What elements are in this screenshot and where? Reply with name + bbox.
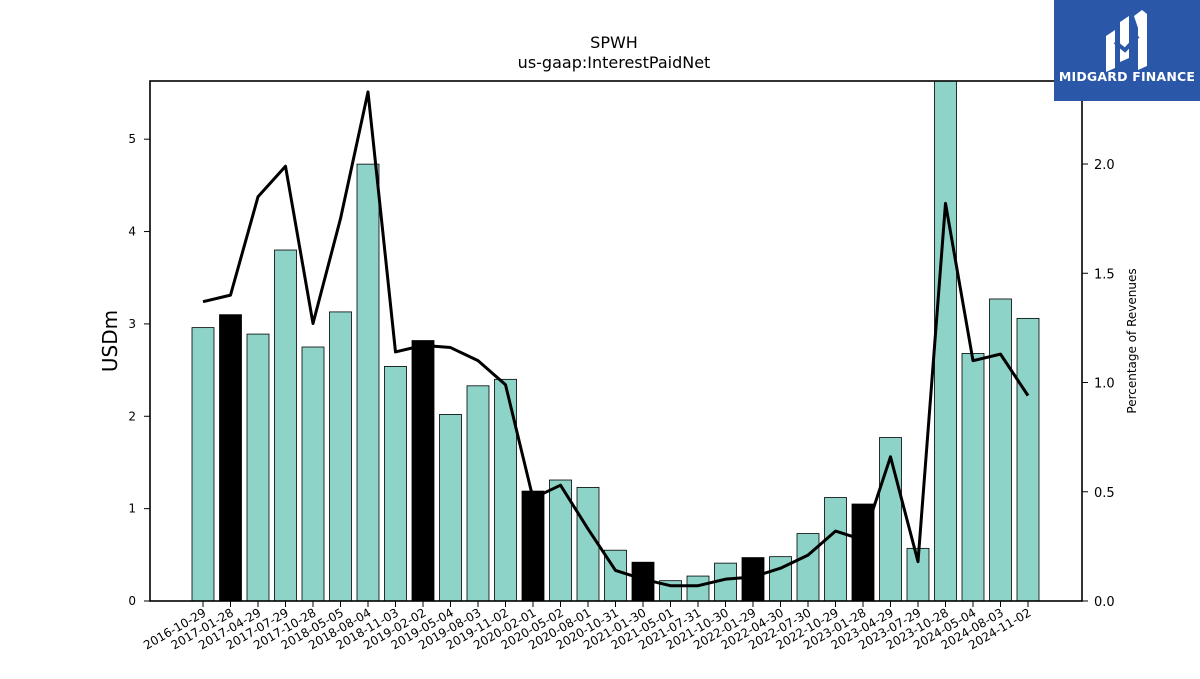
y2-tick-label: 2.0 (1094, 158, 1115, 173)
bar (439, 414, 462, 602)
bar (411, 340, 435, 602)
y-axis-label: USDm (98, 310, 122, 372)
y-tick-label: 3 (128, 317, 136, 331)
brand-logo: MIDGARD FINANCE (1054, 0, 1200, 101)
bar (989, 298, 1012, 602)
logo-text: MIDGARD FINANCE (1058, 69, 1196, 84)
bar (301, 346, 325, 602)
bar (329, 311, 352, 602)
bar (274, 249, 297, 602)
y-tick-label: 4 (128, 225, 136, 239)
bar (741, 557, 765, 602)
series-line (202, 90, 1030, 588)
y2-tick-label: 0.0 (1094, 595, 1115, 610)
bar (356, 163, 380, 602)
y-tick-label: 0 (128, 594, 136, 608)
chart-subtitle: us-gaap:InterestPaidNet (518, 53, 711, 72)
y2-tick-label: 1.0 (1094, 377, 1115, 392)
bar (521, 490, 545, 602)
chart-title: SPWH (590, 33, 638, 52)
bar (191, 327, 215, 602)
bar (961, 353, 985, 602)
bar (824, 497, 847, 602)
y-tick-label: 1 (128, 502, 136, 516)
y-tick-label: 2 (128, 409, 136, 423)
bar (1016, 317, 1040, 602)
logo-mark-icon (1106, 10, 1147, 72)
bar (934, 80, 957, 602)
y2-tick-label: 0.5 (1094, 486, 1115, 501)
bars-layer (191, 80, 1040, 602)
bar (796, 533, 820, 602)
line-layer (202, 90, 1030, 588)
y2-axis-label: Percentage of Revenues (1125, 268, 1139, 413)
bar (576, 486, 600, 602)
bar (686, 575, 710, 602)
bar (219, 314, 242, 602)
bar (466, 385, 490, 602)
y-tick-label: 5 (128, 132, 136, 146)
bar (246, 333, 270, 602)
y2-tick-label: 1.5 (1094, 267, 1115, 282)
bar (384, 365, 407, 602)
